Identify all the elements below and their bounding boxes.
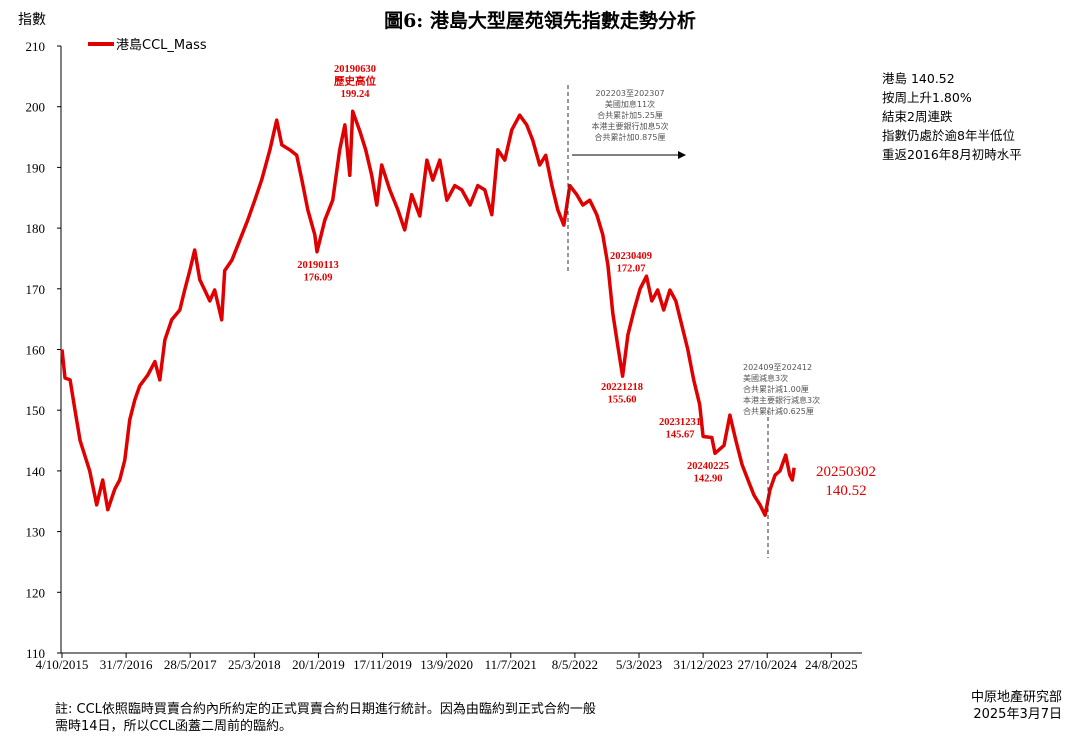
x-tick-label: 8/5/2022 (552, 657, 598, 672)
note-text: 202409至202412 (743, 363, 812, 372)
annotation-label: 20190630 (334, 64, 376, 75)
footnote-line: 需時14日，所以CCL函蓋二周前的臨約。 (55, 718, 292, 734)
y-tick-label: 210 (26, 39, 46, 54)
note-text: 本港主要銀行加息5次 (591, 121, 668, 131)
chart-title: 圖6: 港島大型屋苑領先指數走勢分析 (384, 9, 696, 32)
x-tick-label: 27/10/2024 (738, 657, 798, 672)
annotation-label: 199.24 (341, 89, 371, 100)
summary-line: 重返2016年8月初時水平 (882, 147, 1022, 162)
y-axis-label: 指數 (18, 12, 46, 28)
y-tick-label: 160 (26, 343, 46, 358)
annotation-label: 20231231 (659, 417, 701, 428)
note-text: 美國減息3次 (743, 373, 788, 383)
y-tick-label: 150 (26, 403, 46, 418)
x-tick-label: 31/7/2016 (100, 657, 153, 672)
y-tick-label: 120 (26, 585, 46, 600)
summary-line: 指數仍處於逾8年半低位 (882, 128, 1015, 143)
annotation-label: 145.67 (666, 430, 695, 441)
note-text: 合共累計減1.00厘 (743, 384, 809, 394)
footnote-line: 註: CCL依照臨時買賣合約內所約定的正式買賣合約日期進行統計。因為由臨約到正式… (55, 701, 596, 717)
y-tick-label: 170 (26, 282, 46, 297)
note-text: 202203至202307 (595, 89, 664, 98)
note-text: 本港主要銀行減息3次 (743, 395, 820, 405)
series-line (60, 109, 796, 517)
annotation-label: 20221218 (601, 382, 643, 393)
x-tick-label: 13/9/2020 (420, 657, 473, 672)
annotation-label: 20190113 (297, 260, 338, 271)
annotation-label: 142.90 (694, 474, 723, 485)
annotation-label: 172.07 (617, 264, 646, 275)
source-line: 2025年3月7日 (973, 707, 1062, 722)
y-tick-label: 180 (26, 221, 46, 236)
note-text: 美國加息11次 (605, 99, 655, 109)
axes: 110 120 130 140 150 160 170 180 190 200 210 4/10/20… (26, 39, 862, 672)
note-text: 合共累計加0.875厘 (595, 132, 666, 142)
footnote: 註: CCL依照臨時買賣合約內所約定的正式買賣合約日期進行統計。因為由臨約到正式… (55, 689, 1062, 734)
legend-label: 港島CCL_Mass (116, 38, 207, 53)
x-tick-label: 25/3/2018 (228, 657, 281, 672)
annotation-label: 140.52 (825, 483, 866, 499)
x-tick-label: 5/3/2023 (616, 657, 662, 672)
y-tick-label: 130 (26, 525, 46, 540)
x-tick-label: 4/10/2015 (36, 657, 89, 672)
arrow-head-icon (678, 151, 686, 159)
annotation-label: 20250302 (816, 464, 876, 480)
x-tick-label: 24/8/2025 (805, 657, 858, 672)
legend: 港島CCL_Mass (88, 38, 207, 53)
annotation-label: 155.60 (608, 395, 637, 406)
x-tick-label: 20/1/2019 (292, 657, 345, 672)
summary-line: 港島 140.52 (882, 71, 955, 86)
note-text: 合共累計減0.625厘 (743, 406, 814, 416)
x-tick-label: 11/7/2021 (485, 657, 537, 672)
annotation-label: 歷史高位 (334, 75, 376, 88)
annotation-label: 20240225 (687, 461, 729, 472)
note-text: 合共累計加5.25厘 (597, 110, 663, 120)
y-tick-label: 110 (26, 646, 45, 661)
annotation-label: 20230409 (610, 251, 652, 262)
x-tick-label: 28/5/2017 (164, 657, 217, 672)
summary-line: 按周上升1.80% (882, 90, 972, 105)
source-line: 中原地產研究部 (971, 689, 1062, 705)
y-tick-label: 190 (26, 160, 46, 175)
x-tick-label: 17/11/2019 (353, 657, 412, 672)
annotation-label: 176.09 (304, 273, 333, 284)
y-tick-label: 200 (26, 100, 46, 115)
x-tick-label: 31/12/2023 (673, 657, 732, 672)
summary-text: 港島 140.52 按周上升1.80% 結束2周連跌指數仍處於逾8年半低位重返201… (882, 71, 1022, 162)
y-tick-label: 140 (26, 464, 46, 479)
summary-line: 結束2周連跌 (882, 109, 953, 124)
